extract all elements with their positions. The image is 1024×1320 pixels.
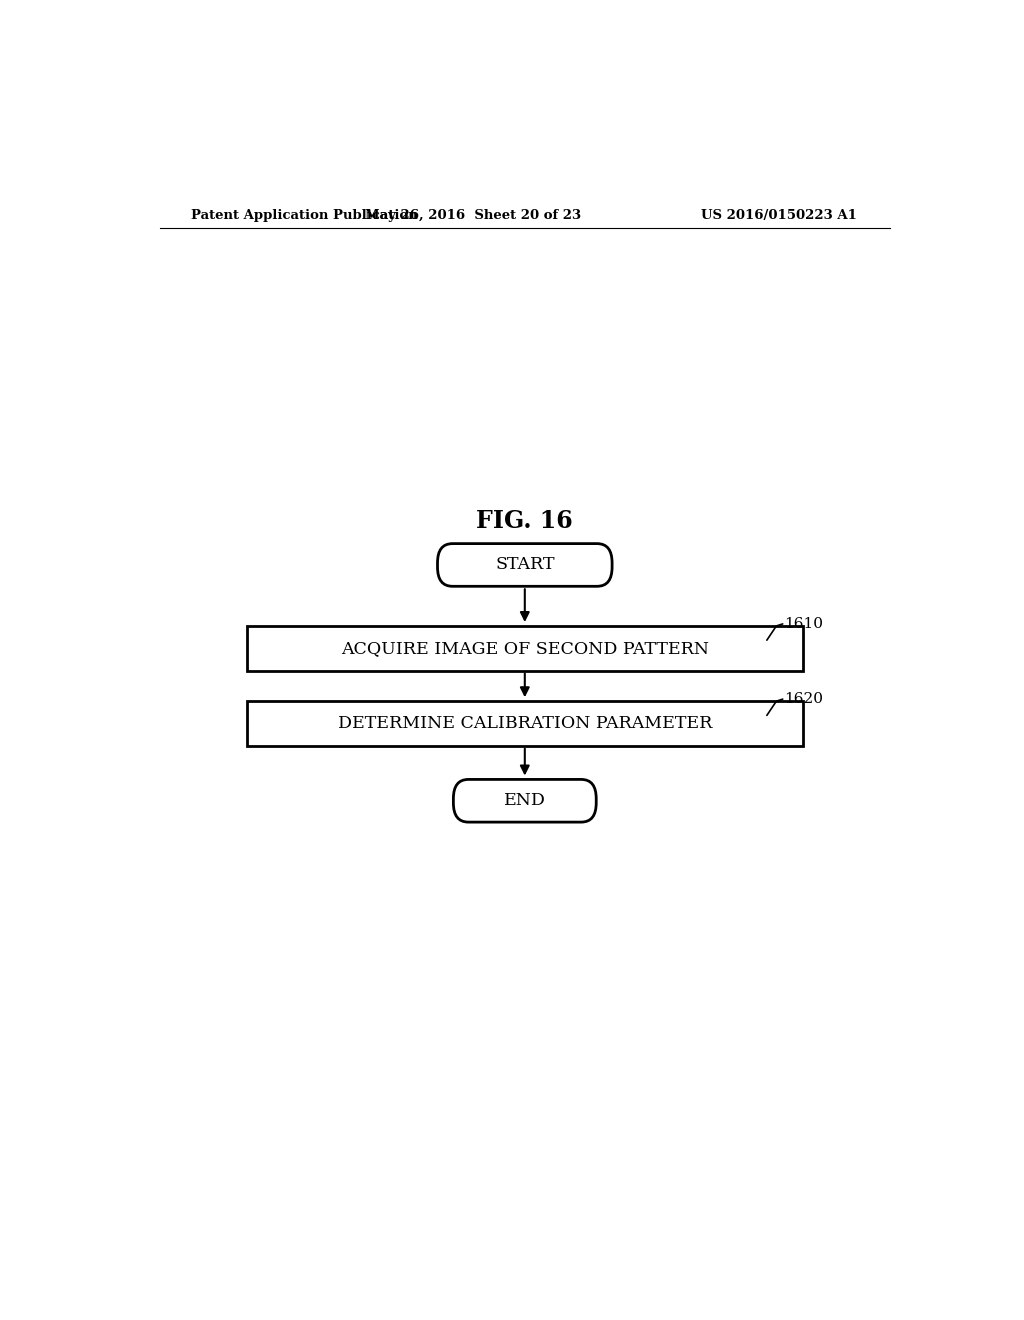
Text: END: END xyxy=(504,792,546,809)
FancyBboxPatch shape xyxy=(437,544,612,586)
Text: START: START xyxy=(495,557,555,573)
Text: Patent Application Publication: Patent Application Publication xyxy=(191,209,418,222)
FancyBboxPatch shape xyxy=(247,626,803,671)
FancyBboxPatch shape xyxy=(247,701,803,746)
Text: ACQUIRE IMAGE OF SECOND PATTERN: ACQUIRE IMAGE OF SECOND PATTERN xyxy=(341,640,709,657)
Text: DETERMINE CALIBRATION PARAMETER: DETERMINE CALIBRATION PARAMETER xyxy=(338,715,712,733)
Text: 1610: 1610 xyxy=(784,616,823,631)
Text: 1620: 1620 xyxy=(784,692,823,706)
Text: FIG. 16: FIG. 16 xyxy=(476,510,573,533)
Text: US 2016/0150223 A1: US 2016/0150223 A1 xyxy=(700,209,857,222)
FancyBboxPatch shape xyxy=(454,779,596,822)
Text: May 26, 2016  Sheet 20 of 23: May 26, 2016 Sheet 20 of 23 xyxy=(366,209,582,222)
